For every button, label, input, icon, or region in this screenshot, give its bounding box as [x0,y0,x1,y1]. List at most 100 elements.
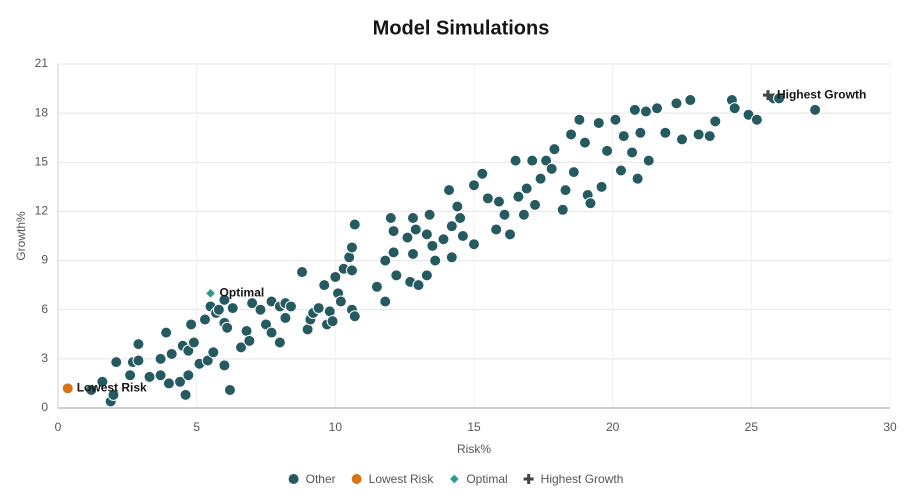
point [174,375,187,388]
point [517,208,530,221]
point [406,248,419,261]
point [201,354,214,367]
point [512,190,525,203]
point [323,305,336,318]
point [476,167,489,180]
point [420,228,433,241]
point [348,218,361,231]
point [334,295,347,308]
point [578,136,591,149]
point [384,211,397,224]
x-tick-label: 25 [745,420,759,434]
point [468,238,480,251]
point [296,266,309,279]
legend-label: Optimal [466,472,507,486]
y-tick-label: 0 [41,400,48,414]
point [628,103,641,116]
point [312,302,325,315]
point [218,293,231,306]
point [509,154,522,167]
point [85,383,98,396]
point [556,203,569,216]
point [692,128,705,141]
point [728,102,741,115]
point [348,310,361,323]
point [243,334,256,347]
point [110,356,123,369]
y-tick-label: 21 [35,56,49,70]
point [61,382,74,395]
legend-label: Other [306,472,336,486]
point [520,182,533,195]
y-axis-label: Growth% [14,211,28,261]
point [273,336,286,349]
legend-marker [523,474,534,484]
x-tick-label: 5 [193,420,200,434]
point [182,344,195,357]
point [223,383,236,396]
point [703,130,716,143]
point [107,388,120,401]
point [639,105,652,118]
point [437,233,450,246]
point [198,313,211,326]
point [387,225,400,238]
point [468,179,480,192]
point [445,220,458,233]
point [370,280,383,293]
legend: Other Lowest Risk Optimal Highest Growth [287,472,623,486]
x-tick-label: 20 [606,420,620,434]
x-tick-label: 10 [329,420,343,434]
x-axis-label: Risk% [457,442,491,456]
legend-label: Lowest Risk [369,472,435,486]
point [651,102,664,115]
point [426,239,439,252]
legend-marker [350,473,363,485]
point-label: Lowest Risk [77,381,147,395]
y-tick-label: 12 [35,204,49,218]
point [96,375,109,388]
point [429,254,442,267]
point [809,103,822,116]
y-tick-label: 6 [41,302,48,316]
point [548,143,561,156]
legend-marker [287,473,300,485]
y-tick-label: 3 [41,351,48,365]
point [179,388,192,401]
point [260,318,272,331]
point [670,97,683,110]
point [420,269,433,282]
point [504,228,517,241]
point [534,172,547,185]
point [154,369,167,382]
point [609,113,622,126]
point [481,192,494,205]
point [132,354,145,367]
legend-marker [448,473,461,485]
point [445,251,458,264]
point [182,369,195,382]
point [567,166,580,179]
point [659,126,672,139]
point [634,126,647,139]
point [412,279,425,292]
point [226,302,239,315]
point [454,211,467,224]
point [187,336,200,349]
point [204,287,217,300]
point [545,162,558,175]
point [212,303,225,316]
point [379,254,392,267]
x-tick-label: 0 [55,420,62,434]
point [165,347,178,360]
point [492,195,505,208]
point [132,338,145,351]
point [265,326,278,339]
point [684,94,697,107]
point [559,184,572,197]
point [207,346,220,359]
point [617,130,630,143]
point [401,231,414,244]
point [443,184,456,197]
y-tick-label: 9 [41,253,48,267]
